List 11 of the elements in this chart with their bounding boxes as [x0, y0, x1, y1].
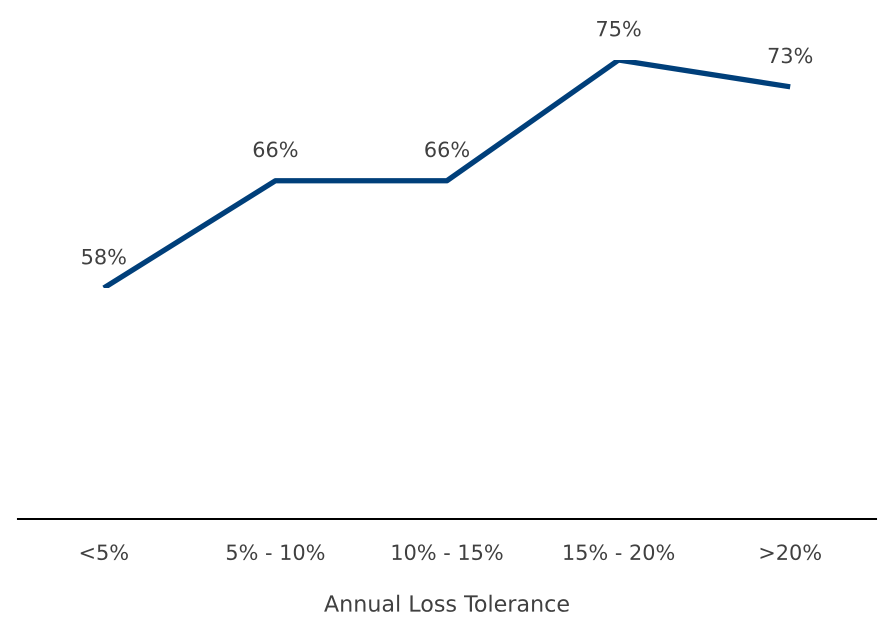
data-label: 66%: [425, 141, 470, 158]
data-label: 66%: [254, 141, 298, 158]
x-tick-label: 10% - 15%: [392, 544, 503, 560]
data-label: 75%: [597, 20, 641, 37]
x-tick-label: <5%: [80, 544, 128, 560]
x-tick-label: 15% - 20%: [564, 544, 674, 560]
x-tick-label: >20%: [760, 544, 821, 560]
data-label: 58%: [82, 248, 126, 265]
x-axis-title: Annual Loss Tolerance: [324, 594, 569, 612]
x-tick-label: 5% - 10%: [226, 544, 324, 560]
data-label: 73%: [768, 48, 812, 64]
